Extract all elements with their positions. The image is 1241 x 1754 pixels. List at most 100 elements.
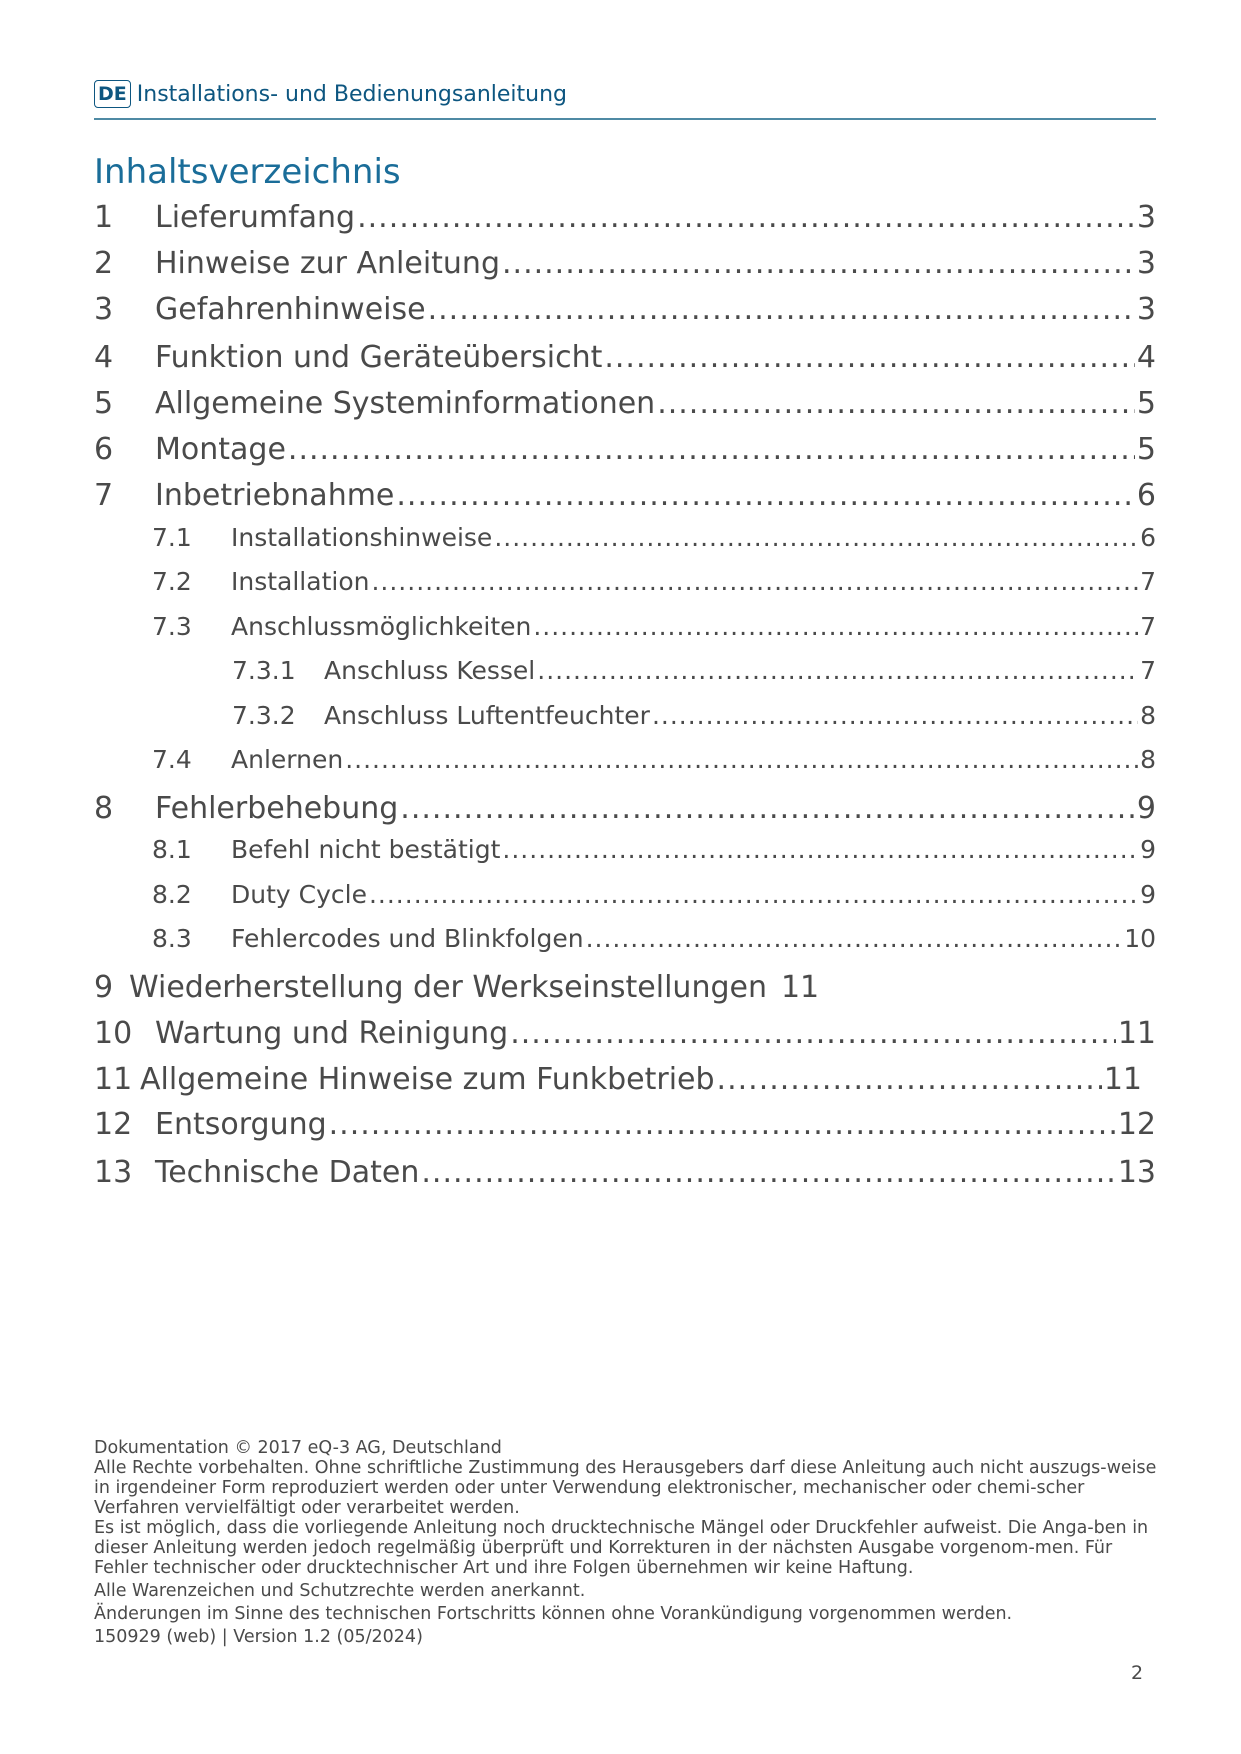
legal-footer: Dokumentation © 2017 eQ-3 AG, Deutschlan… <box>94 1438 1164 1647</box>
toc-entry-label: Anschluss Kessel <box>324 656 536 685</box>
toc-entry-number: 7.3.1 <box>232 656 296 685</box>
toc-leader-dots: ........................................… <box>345 745 1138 774</box>
toc-entry-number: 7.4 <box>152 745 192 774</box>
toc-entry-number: 3 <box>94 292 114 327</box>
toc-entry-number: 7.2 <box>152 567 192 596</box>
footer-line: 150929 (web) | Version 1.2 (05/2024) <box>94 1627 423 1647</box>
toc-leader-dots: ........................................… <box>328 1107 1116 1142</box>
toc-entry[interactable]: 6 Montage................................… <box>94 432 1156 467</box>
toc-entry-number: 8.2 <box>152 880 192 909</box>
toc-entry-number: 7.3.2 <box>232 701 296 730</box>
document-header: DE Installations- und Bedienungsanleitun… <box>94 80 567 108</box>
toc-entry-page: 13 <box>1117 1155 1156 1190</box>
toc-leader-dots: ........................................… <box>287 432 1135 467</box>
toc-entry[interactable]: 7.4 Anlernen.............................… <box>152 745 1156 774</box>
toc-leader-dots: ........................................… <box>533 612 1139 641</box>
toc-entry-page: 9 <box>1136 791 1156 826</box>
toc-leader-dots: ........................................… <box>651 701 1139 730</box>
toc-entry-label: Anschluss Luftentfeuchter <box>324 701 650 730</box>
toc-entry-label: Befehl nicht bestätigt <box>231 835 501 864</box>
toc-entry[interactable]: 1 Lieferumfang...........................… <box>94 200 1156 235</box>
toc-entry-number: 12 <box>94 1107 133 1142</box>
toc-entry-page: 8 <box>1140 745 1156 774</box>
toc-entry-number: 11 <box>94 1062 133 1097</box>
language-badge: DE <box>94 80 131 108</box>
toc-entry-number: 8.3 <box>152 924 192 953</box>
toc-leader-dots: ........................................… <box>716 1062 1102 1097</box>
toc-entry-number: 13 <box>94 1155 133 1190</box>
toc-leader-dots: ........................................… <box>494 523 1139 552</box>
toc-leader-dots: ........................................… <box>604 340 1135 375</box>
toc-entry-page: 9 <box>1140 835 1156 864</box>
toc-entry-number: 8 <box>94 791 114 826</box>
toc-entry-page: 3 <box>1136 200 1156 235</box>
toc-entry-page: 6 <box>1140 523 1156 552</box>
toc-entry-label: Fehlerbehebung <box>155 791 399 826</box>
toc-leader-dots: ........................................… <box>357 200 1135 235</box>
toc-entry[interactable]: 5 Allgemeine Systeminformationen.........… <box>94 386 1156 421</box>
toc-entry-page: 6 <box>1136 478 1156 513</box>
toc-entry-number: 8.1 <box>152 835 192 864</box>
toc-entry[interactable]: 7 Inbetriebnahme.........................… <box>94 478 1156 513</box>
toc-entry-page: 5 <box>1136 432 1156 467</box>
toc-entry[interactable]: 8.1 Befehl nicht bestätigt...............… <box>152 835 1156 864</box>
toc-entry[interactable]: 7.3.2 Anschluss Luftentfeuchter..........… <box>232 701 1156 730</box>
toc-entry[interactable]: 7.1 Installationshinweise................… <box>152 523 1156 552</box>
toc-leader-dots: ........................................… <box>396 478 1135 513</box>
toc-entry[interactable]: 11 Allgemeine Hinweise zum Funkbetrieb...… <box>94 1062 1142 1097</box>
toc-leader-dots: ........................................… <box>537 656 1138 685</box>
toc-entry-label: Wiederherstellung der Werkseinstellungen <box>129 970 767 1005</box>
toc-entry-number: 5 <box>94 386 114 421</box>
toc-entry[interactable]: 7.2 Installation.........................… <box>152 567 1156 596</box>
toc-entry[interactable]: 8.2 Duty Cycle...........................… <box>152 880 1156 909</box>
toc-entry[interactable]: 9 Wiederherstellung der Werkseinstellunge… <box>94 970 819 1005</box>
toc-entry[interactable]: 3 Gefahrenhinweise.......................… <box>94 292 1156 327</box>
toc-leader-dots: ........................................… <box>585 924 1123 953</box>
toc-entry[interactable]: 4 Funktion und Geräteübersicht...........… <box>94 340 1156 375</box>
toc-title: Inhaltsverzeichnis <box>94 152 401 192</box>
toc-entry-label: Inbetriebnahme <box>155 478 395 513</box>
toc-entry-label: Technische Daten <box>155 1155 420 1190</box>
toc-entry[interactable]: 8.3 Fehlercodes und Blinkfolgen..........… <box>152 924 1156 953</box>
toc-entry[interactable]: 7.3 Anschlussmöglichkeiten...............… <box>152 612 1156 641</box>
toc-entry-page: 7 <box>1140 612 1156 641</box>
toc-entry-number: 9 <box>94 970 114 1005</box>
toc-entry-label: Allgemeine Systeminformationen <box>155 386 656 421</box>
toc-entry-page: 5 <box>1136 386 1156 421</box>
toc-entry-page: 11 <box>1103 1062 1142 1097</box>
toc-entry-label: Gefahrenhinweise <box>155 292 426 327</box>
toc-entry[interactable]: 7.3.1 Anschluss Kessel...................… <box>232 656 1156 685</box>
toc-leader-dots: ........................................… <box>368 880 1139 909</box>
toc-entry[interactable]: 13 Technische Daten......................… <box>94 1155 1156 1190</box>
toc-entry-page: 3 <box>1136 292 1156 327</box>
toc-entry[interactable]: 10 Wartung und Reinigung.................… <box>94 1016 1156 1051</box>
toc-entry-page: 9 <box>1140 880 1156 909</box>
toc-entry-page: 10 <box>1124 924 1156 953</box>
toc-entry[interactable]: 12 Entsorgung............................… <box>94 1107 1156 1142</box>
toc-entry-number: 10 <box>94 1016 133 1051</box>
toc-entry-label: Installationshinweise <box>231 523 493 552</box>
toc-entry-label: Wartung und Reinigung <box>155 1016 509 1051</box>
toc-leader-dots: ........................................… <box>502 246 1135 281</box>
toc-entry-label: Fehlercodes und Blinkfolgen <box>231 924 584 953</box>
toc-leader-dots: ........................................… <box>400 791 1135 826</box>
toc-entry[interactable]: 2 Hinweise zur Anleitung.................… <box>94 246 1156 281</box>
toc-entry-page: 7 <box>1140 656 1156 685</box>
toc-entry-label: Installation <box>231 567 370 596</box>
toc-entry-label: Hinweise zur Anleitung <box>155 246 500 281</box>
toc-leader-dots: ........................................… <box>427 292 1135 327</box>
header-divider <box>94 118 1156 120</box>
toc-entry-number: 7 <box>94 478 114 513</box>
toc-entry-page: 7 <box>1140 567 1156 596</box>
toc-entry-number: 7.3 <box>152 612 192 641</box>
toc-entry-number: 2 <box>94 246 114 281</box>
toc-entry-label: Duty Cycle <box>231 880 367 909</box>
toc-entry-page: 8 <box>1140 701 1156 730</box>
toc-entry[interactable]: 8 Fehlerbehebung.........................… <box>94 791 1156 826</box>
toc-leader-dots: ........................................… <box>421 1155 1116 1190</box>
toc-entry-label: Anlernen <box>231 745 344 774</box>
toc-entry-page: 11 <box>1117 1016 1156 1051</box>
toc-entry-page: 12 <box>1117 1107 1156 1142</box>
toc-entry-label: Funktion und Geräteübersicht <box>155 340 603 375</box>
toc-entry-label: Entsorgung <box>155 1107 327 1142</box>
